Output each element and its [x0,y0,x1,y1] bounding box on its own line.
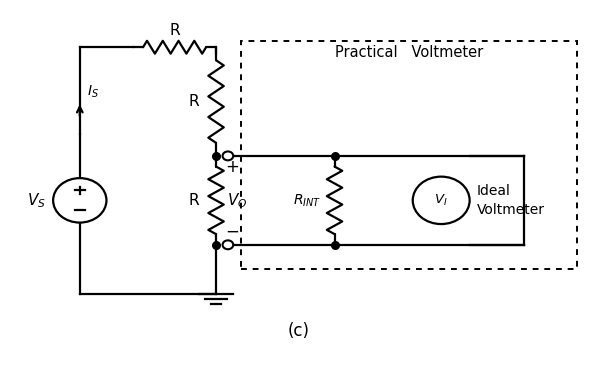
Text: R: R [189,193,200,208]
Text: Practical   Voltmeter: Practical Voltmeter [335,45,483,60]
Text: +: + [225,158,239,176]
Bar [241,41,578,268]
Text: $V_S$: $V_S$ [26,191,45,210]
Text: −: − [225,223,239,241]
Text: R: R [169,23,180,38]
Circle shape [413,177,469,224]
Text: (c): (c) [288,322,310,340]
Text: $V_I$: $V_I$ [434,193,448,208]
Text: R: R [189,94,200,109]
Circle shape [222,152,233,160]
Text: $V_O$: $V_O$ [227,191,247,210]
Circle shape [222,240,233,249]
Circle shape [53,178,106,223]
Text: Ideal
Voltmeter: Ideal Voltmeter [477,183,545,217]
Text: $I_S$: $I_S$ [87,84,99,100]
Text: $R_{INT}$: $R_{INT}$ [293,192,322,209]
